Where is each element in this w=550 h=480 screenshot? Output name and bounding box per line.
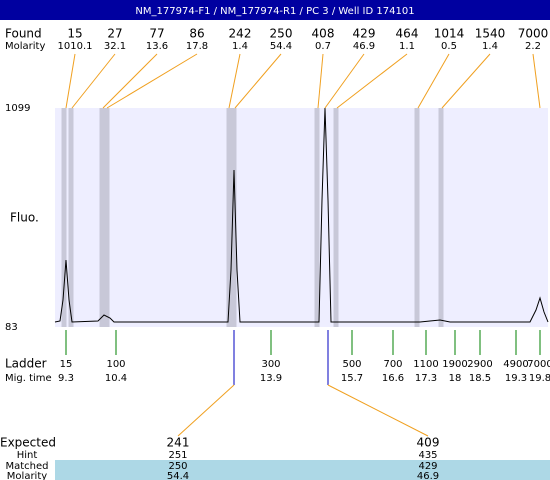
found-size: 408 xyxy=(312,27,335,41)
band-group xyxy=(61,108,444,327)
ladder-time: 13.9 xyxy=(260,373,282,384)
hint-label: Hint xyxy=(17,450,38,461)
found-molarity: 1.4 xyxy=(232,41,248,52)
found-size: 77 xyxy=(149,27,164,41)
matched-band xyxy=(55,460,550,480)
ladder-size: 1900 xyxy=(442,359,467,370)
peak-connector xyxy=(65,53,76,109)
hint-size: 251 xyxy=(168,450,187,461)
ladder-size: 4900 xyxy=(503,359,528,370)
found-molarity: 13.6 xyxy=(146,41,168,52)
found-molarity: 46.9 xyxy=(353,41,375,52)
hint-size: 435 xyxy=(418,450,437,461)
found-size: 1540 xyxy=(475,27,506,41)
molarity-row-label: Molarity xyxy=(7,471,47,480)
ladder-size: 700 xyxy=(383,359,402,370)
found-molarity: 0.7 xyxy=(315,41,331,52)
header-title: NM_177974-F1 / NM_177974-R1 / PC 3 / Wel… xyxy=(135,6,414,17)
ladder-time: 19.3 xyxy=(505,373,527,384)
matched-label: Matched xyxy=(5,461,48,472)
peak-connector xyxy=(336,53,408,109)
peak-connector xyxy=(71,53,116,109)
expected-label: Expected xyxy=(0,436,56,450)
peak-band xyxy=(104,108,110,327)
found-size: 86 xyxy=(189,27,204,41)
peak-band xyxy=(68,108,74,327)
expected-size: 241 xyxy=(167,436,190,450)
peak-band xyxy=(414,108,420,327)
ladder-size: 500 xyxy=(342,359,361,370)
peak-band xyxy=(99,108,105,327)
matched-size: 429 xyxy=(418,461,437,472)
ladder-size: 2900 xyxy=(467,359,492,370)
ladder-time: 10.4 xyxy=(105,373,127,384)
found-molarity: 17.8 xyxy=(186,41,208,52)
peak-band xyxy=(61,108,67,327)
peak-band xyxy=(226,108,232,327)
ladder-size: 300 xyxy=(261,359,280,370)
found-size: 429 xyxy=(353,27,376,41)
peak-connector xyxy=(106,53,198,109)
matched-molarity: 54.4 xyxy=(167,471,189,480)
peak-band xyxy=(314,108,320,327)
peak-connector xyxy=(234,53,282,109)
y-max-label: 1099 xyxy=(5,103,30,114)
peak-connector xyxy=(102,53,158,109)
ladder-time: 19.8 xyxy=(529,373,550,384)
matched-size: 250 xyxy=(168,461,187,472)
ladder-time: 9.3 xyxy=(58,373,74,384)
matched-molarity: 46.9 xyxy=(417,471,439,480)
found-size: 1014 xyxy=(434,27,465,41)
found-molarity: 32.1 xyxy=(104,41,126,52)
ladder-size: 1100 xyxy=(413,359,438,370)
ladder-time: 18.5 xyxy=(469,373,491,384)
peak-connector xyxy=(317,53,324,109)
found-molarity: 1.4 xyxy=(482,41,498,52)
found-size: 464 xyxy=(396,27,419,41)
found-molarity: 54.4 xyxy=(270,41,292,52)
mig-time-label: Mig. time xyxy=(5,373,52,384)
y-axis-label: Fluo. xyxy=(10,211,39,225)
peak-connector xyxy=(228,53,241,109)
peak-connector xyxy=(441,53,491,109)
molarity-label: Molarity xyxy=(5,41,45,52)
ladder-size: 100 xyxy=(106,359,125,370)
header-bar xyxy=(0,0,550,20)
peak-connector xyxy=(324,53,365,109)
ladder-time: 15.7 xyxy=(341,373,363,384)
connector xyxy=(327,384,429,437)
found-size: 242 xyxy=(229,27,252,41)
found-molarity: 1.1 xyxy=(399,41,415,52)
peak-band xyxy=(438,108,444,327)
found-molarity: 1010.1 xyxy=(58,41,93,52)
trace xyxy=(54,107,549,323)
expected-size: 409 xyxy=(417,436,440,450)
found-label: Found xyxy=(5,27,42,41)
found-molarity: 2.2 xyxy=(525,41,541,52)
found-size: 15 xyxy=(67,27,82,41)
plot-area xyxy=(55,108,548,327)
ladder-time: 18 xyxy=(449,373,462,384)
ladder-size: 7000 xyxy=(527,359,550,370)
found-molarity: 0.5 xyxy=(441,41,457,52)
y-min-label: 83 xyxy=(5,322,18,333)
peak-band xyxy=(333,108,339,327)
peak-connector xyxy=(417,53,450,109)
peak-connector xyxy=(532,53,541,109)
found-size: 7000 xyxy=(518,27,549,41)
found-size: 27 xyxy=(107,27,122,41)
ladder-time: 16.6 xyxy=(382,373,404,384)
found-size: 250 xyxy=(270,27,293,41)
connector xyxy=(177,384,235,437)
ladder-label: Ladder xyxy=(5,357,47,371)
ladder-size: 15 xyxy=(60,359,73,370)
ladder-time: 17.3 xyxy=(415,373,437,384)
peak-band xyxy=(231,108,237,327)
